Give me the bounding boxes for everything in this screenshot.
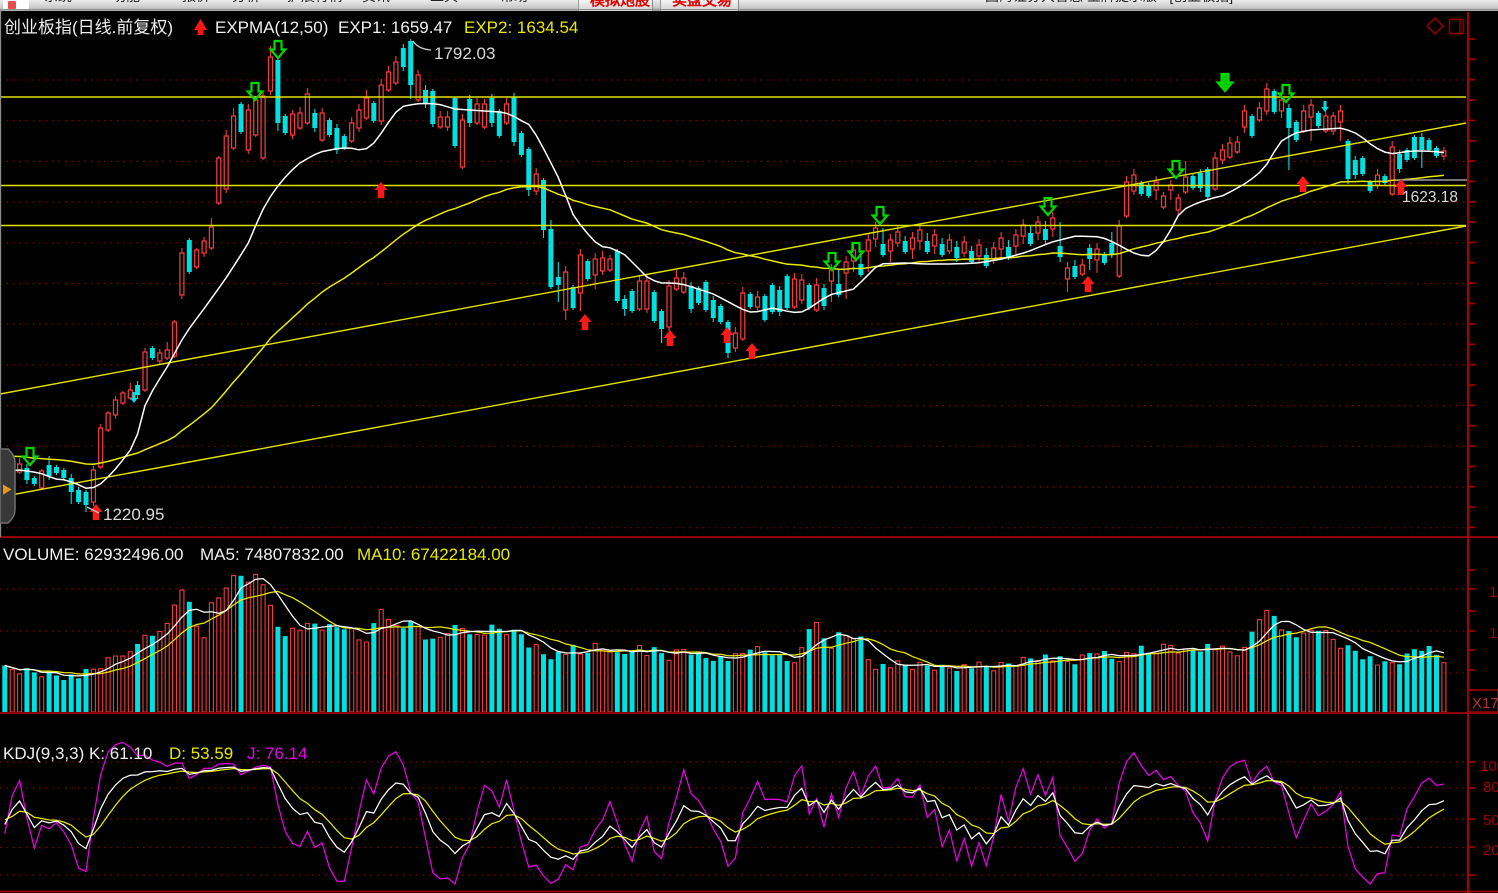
svg-text:MA10: 67422184.00: MA10: 67422184.00: [357, 545, 510, 564]
svg-text:1792.03: 1792.03: [434, 44, 495, 63]
svg-text:EXPMA(12,50): EXPMA(12,50): [215, 18, 328, 37]
svg-text:X17: X17: [1472, 695, 1498, 712]
svg-text:100: 100: [1480, 758, 1498, 775]
svg-text:创业板指(日线.前复权): 创业板指(日线.前复权): [4, 18, 173, 37]
svg-text:EXP1: 1659.47: EXP1: 1659.47: [338, 18, 452, 37]
svg-text:D: 53.59: D: 53.59: [169, 744, 233, 763]
svg-text:KDJ(9,3,3) K: 61.10: KDJ(9,3,3) K: 61.10: [3, 744, 152, 763]
svg-text:VOLUME: 62932496.00: VOLUME: 62932496.00: [3, 545, 184, 564]
svg-text:80: 80: [1483, 779, 1498, 796]
svg-text:50: 50: [1483, 812, 1498, 829]
svg-text:15: 15: [1489, 584, 1498, 601]
svg-text:J: 76.14: J: 76.14: [247, 744, 308, 763]
svg-text:10: 10: [1489, 625, 1498, 642]
svg-text:20: 20: [1483, 842, 1498, 859]
svg-text:EXP2: 1634.54: EXP2: 1634.54: [464, 18, 578, 37]
svg-text:1220.95: 1220.95: [103, 505, 164, 524]
svg-text:1623.18: 1623.18: [1402, 189, 1458, 206]
svg-text:MA5: 74807832.00: MA5: 74807832.00: [200, 545, 344, 564]
